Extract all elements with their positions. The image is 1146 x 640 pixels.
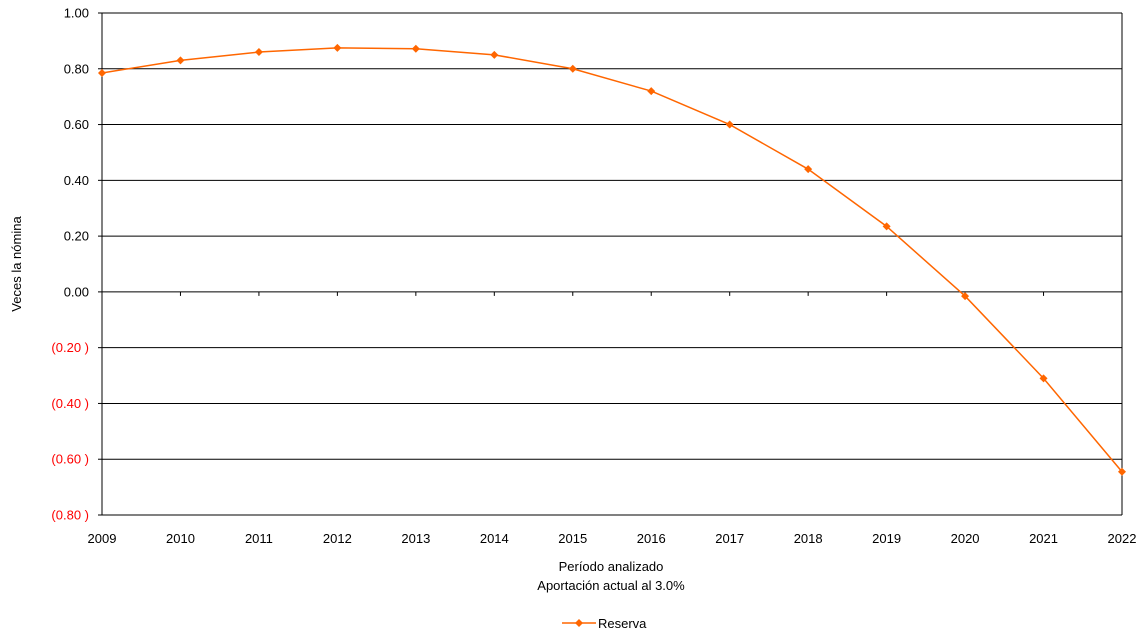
x-tick-label-9: 2018 [794, 531, 823, 546]
y-tick-label-7: (0.40 ) [51, 396, 89, 411]
y-axis-label: Veces la nómina [9, 216, 24, 312]
x-tick-label-2: 2011 [245, 531, 273, 546]
y-tick-label-3: 0.40 [64, 173, 89, 188]
y-tick-label-6: (0.20 ) [51, 340, 89, 355]
y-tick-label-2: 0.60 [64, 117, 89, 132]
data-point-2020 [961, 292, 970, 301]
x-tick-label-0: 2009 [88, 531, 117, 546]
y-tick-label-1: 0.80 [64, 61, 89, 76]
x-tick-label-6: 2015 [558, 531, 587, 546]
grid-lines [98, 12, 1123, 516]
data-point-2011 [254, 48, 263, 57]
y-tick-label-8: (0.60 ) [51, 452, 89, 467]
data-point-2019 [882, 222, 891, 231]
series-line-0 [101, 47, 1123, 473]
x-axis-label: Período analizado [559, 559, 664, 574]
data-point-2018 [804, 165, 813, 174]
x-tick-label-3: 2012 [323, 531, 352, 546]
data-point-2014 [490, 50, 499, 59]
x-tick-label-13: 2022 [1108, 531, 1137, 546]
x-tick-label-10: 2019 [872, 531, 901, 546]
x-tick-labels: 2009 2010 2011 2012 2013 2014 2015 2016 2017 2018… [88, 531, 1137, 546]
y-tick-label-5: 0.00 [64, 284, 89, 299]
legend: Reserva [562, 616, 647, 631]
x-tick-label-12: 2021 [1029, 531, 1058, 546]
y-tick-label-9: (0.80 ) [51, 508, 89, 523]
data-point-2016 [647, 87, 656, 96]
x-tick-label-8: 2017 [715, 531, 744, 546]
data-point-2017 [725, 120, 734, 129]
legend-label-reserva: Reserva [598, 616, 647, 631]
x-tick-label-11: 2020 [951, 531, 980, 546]
data-point-2015 [568, 64, 577, 73]
x-tick-marks [101, 291, 1123, 296]
y-tick-label-0: 1.00 [64, 6, 89, 21]
series-reserva [98, 43, 1126, 476]
x-axis-sublabel: Aportación actual al 3.0% [537, 578, 685, 593]
x-tick-label-7: 2016 [637, 531, 666, 546]
y-tick-label-4: 0.20 [64, 229, 89, 244]
data-point-2012 [333, 43, 342, 52]
x-tick-label-1: 2010 [166, 531, 195, 546]
data-point-2022 [1118, 467, 1126, 476]
data-point-2009 [98, 68, 106, 77]
y-tick-labels: 1.00 0.80 0.60 0.40 0.20 0.00 (0.20 ) (0.40 ) (0… [51, 6, 89, 523]
x-tick-label-5: 2014 [480, 531, 509, 546]
legend-marker-swatch [575, 619, 583, 627]
data-point-2021 [1039, 374, 1048, 383]
x-tick-label-4: 2013 [401, 531, 430, 546]
data-point-2010 [176, 56, 185, 65]
data-point-2013 [411, 44, 420, 53]
